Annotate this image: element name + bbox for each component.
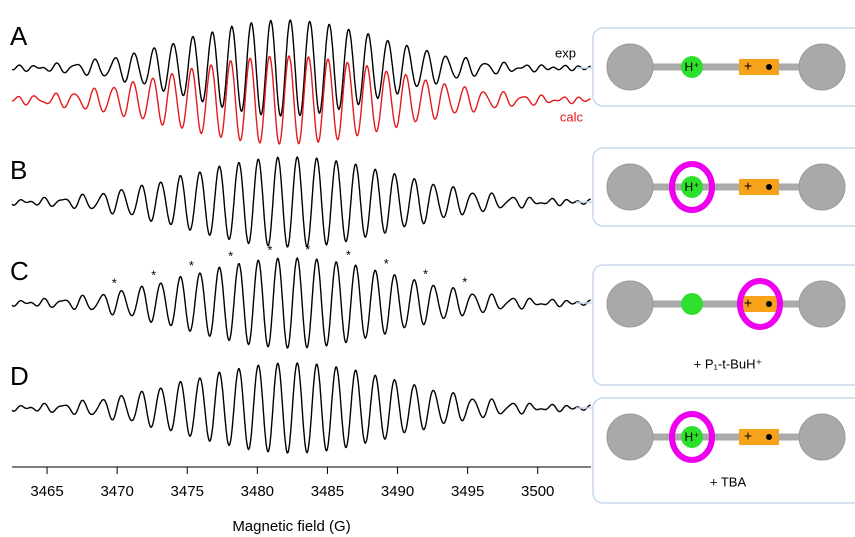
radical-dot xyxy=(766,64,772,70)
star-marker: * xyxy=(305,242,310,257)
stopper xyxy=(798,43,846,91)
star-marker: * xyxy=(151,268,156,283)
radical-dot xyxy=(766,434,772,440)
charge-label: + xyxy=(744,58,752,74)
stopper xyxy=(798,413,846,461)
x-tick-label: 3500 xyxy=(521,483,554,500)
radical-dot xyxy=(766,301,772,307)
panel-label: C xyxy=(10,256,29,286)
star-marker: * xyxy=(112,276,117,291)
diagram-box xyxy=(592,264,855,386)
proton-label: H⁺ xyxy=(685,60,700,74)
x-tick-label: 3495 xyxy=(451,483,484,500)
star-marker: * xyxy=(267,242,272,257)
spectrum xyxy=(11,156,591,248)
stopper xyxy=(798,280,846,328)
x-axis-label: Magnetic field (G) xyxy=(232,518,350,535)
spectrum xyxy=(11,18,591,118)
spectrum xyxy=(11,54,591,145)
charge-label: + xyxy=(744,295,752,311)
star-marker: * xyxy=(384,256,389,271)
proton-site xyxy=(681,56,703,78)
condition-note: + TBA xyxy=(710,474,747,489)
x-tick-label: 3485 xyxy=(311,483,344,500)
charge-label: + xyxy=(744,178,752,194)
x-tick-label: 3475 xyxy=(171,483,204,500)
macrocycle xyxy=(669,411,715,463)
panel-label: B xyxy=(10,155,27,185)
proton-label: H⁺ xyxy=(685,180,700,194)
proton-site xyxy=(681,426,703,448)
spectrum xyxy=(11,362,591,454)
condition-note: + P₁-t-BuH⁺ xyxy=(694,356,763,371)
stopper xyxy=(606,43,654,91)
panel-label: D xyxy=(10,361,29,391)
x-tick-label: 3480 xyxy=(241,483,274,500)
star-marker: * xyxy=(346,247,351,262)
stopper xyxy=(606,413,654,461)
proton-site xyxy=(681,293,703,315)
star-marker: * xyxy=(423,266,428,281)
proton-label: H⁺ xyxy=(685,430,700,444)
radical-dot xyxy=(766,184,772,190)
stopper xyxy=(606,163,654,211)
stopper xyxy=(798,163,846,211)
star-marker: * xyxy=(228,249,233,264)
star-marker: * xyxy=(462,275,467,290)
panel-label: A xyxy=(10,21,28,51)
proton-site xyxy=(681,176,703,198)
x-tick-label: 3490 xyxy=(381,483,414,500)
x-tick-label: 3465 xyxy=(30,483,63,500)
macrocycle xyxy=(737,278,783,330)
legend-entry: calc xyxy=(560,109,584,124)
diagram-box xyxy=(592,397,855,504)
macrocycle xyxy=(669,161,715,213)
cation-site xyxy=(739,296,779,312)
cation-site xyxy=(739,59,779,75)
spectrum xyxy=(11,257,591,349)
x-tick-label: 3470 xyxy=(100,483,133,500)
charge-label: + xyxy=(744,428,752,444)
cation-site xyxy=(739,179,779,195)
legend-entry: exp xyxy=(555,45,576,60)
cation-site xyxy=(739,429,779,445)
star-marker: * xyxy=(189,258,194,273)
stopper xyxy=(606,280,654,328)
